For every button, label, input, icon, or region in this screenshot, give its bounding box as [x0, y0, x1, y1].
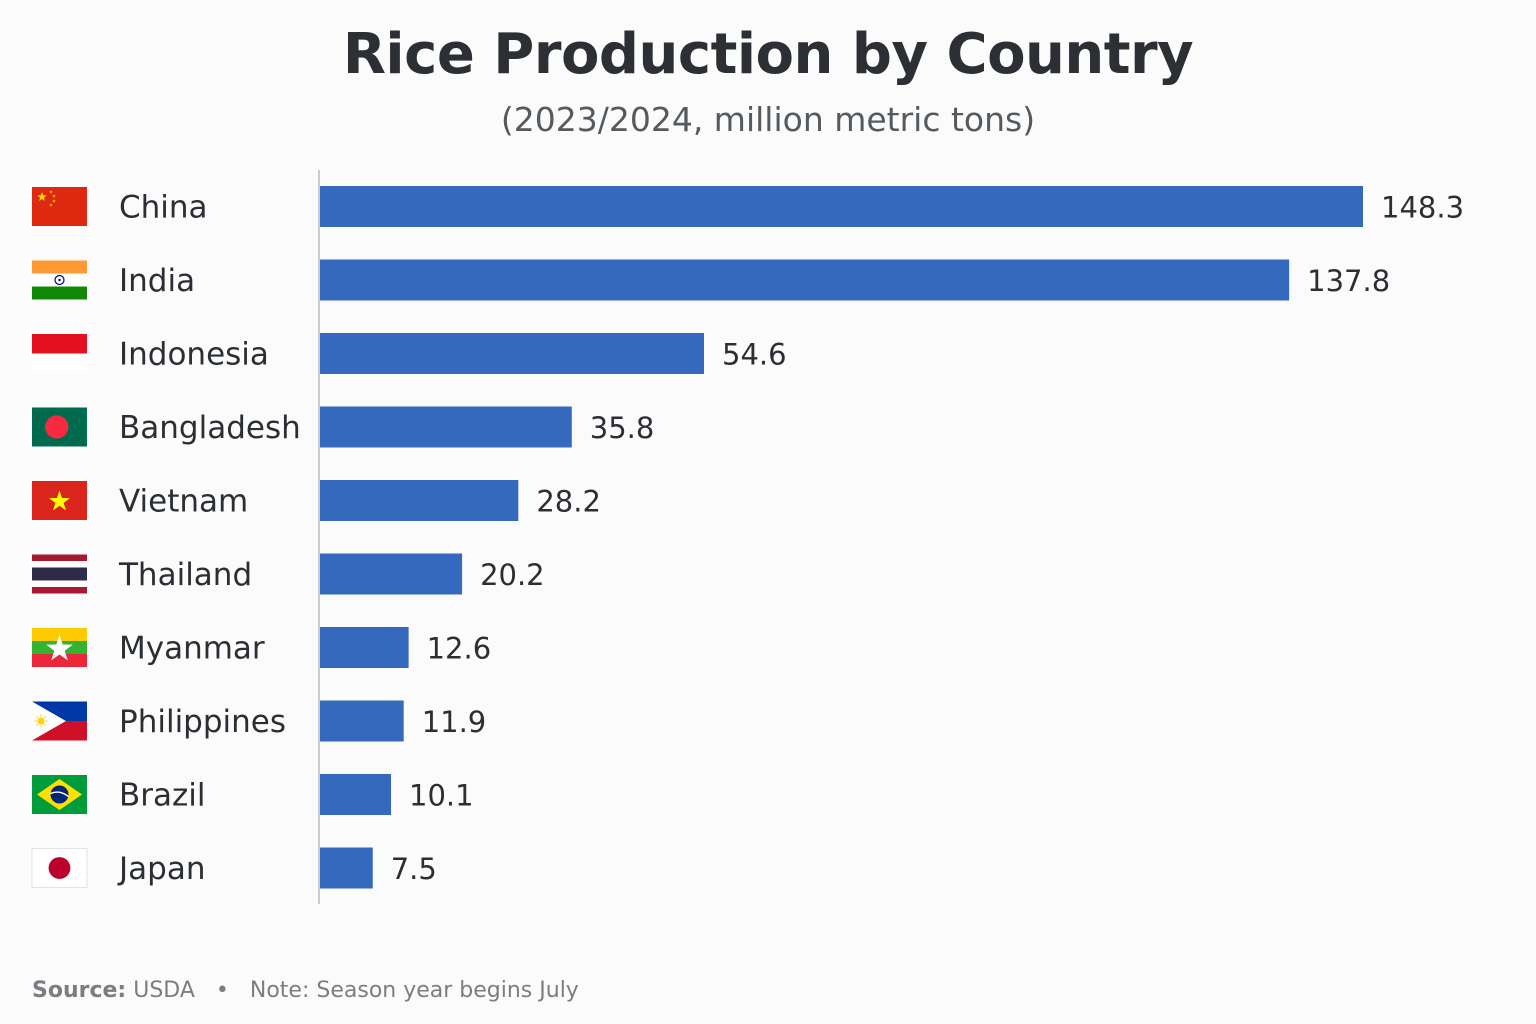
category-label-philippines: Philippines	[119, 704, 286, 740]
value-label-indonesia: 54.6	[722, 338, 787, 372]
bar-philippines	[320, 700, 404, 742]
category-label-vietnam: Vietnam	[119, 484, 248, 520]
bar-india	[320, 259, 1290, 301]
value-label-bangladesh: 35.8	[590, 411, 655, 445]
china-flag-icon	[32, 187, 87, 226]
bar-bangladesh	[320, 406, 572, 448]
value-label-india: 137.8	[1307, 264, 1390, 298]
philippines-flag-icon	[32, 701, 87, 741]
value-label-philippines: 11.9	[422, 705, 487, 739]
value-label-brazil: 10.1	[409, 779, 474, 813]
source-value: USDA	[133, 978, 195, 1003]
bar-brazil	[320, 774, 392, 815]
bangladesh-flag-icon	[32, 407, 87, 447]
chart-title: Rice Production by Country	[342, 22, 1194, 87]
brazil-flag-icon	[32, 775, 87, 814]
chart-subtitle: (2023/2024, million metric tons)	[500, 100, 1036, 139]
japan-flag-icon	[31, 848, 88, 888]
vietnam-flag-icon	[32, 481, 87, 520]
bar-myanmar	[320, 627, 409, 668]
category-label-indonesia: Indonesia	[119, 337, 269, 373]
chart-footer: Source: USDA • Note: Season year begins …	[32, 978, 579, 1003]
bar-indonesia	[320, 333, 705, 374]
footer-note: Note: Season year begins July	[249, 978, 579, 1003]
thailand-flag-icon	[32, 554, 87, 594]
bar-japan	[320, 847, 373, 889]
category-label-brazil: Brazil	[119, 778, 206, 814]
value-label-vietnam: 28.2	[536, 485, 601, 519]
bar-thailand	[320, 553, 463, 595]
bar-vietnam	[320, 480, 519, 521]
category-label-china: China	[119, 190, 208, 226]
category-label-japan: Japan	[117, 851, 205, 887]
category-label-myanmar: Myanmar	[119, 631, 265, 667]
category-label-bangladesh: Bangladesh	[119, 410, 301, 446]
value-label-myanmar: 12.6	[427, 632, 492, 666]
myanmar-flag-icon	[32, 628, 87, 667]
footer-separator: •	[215, 978, 229, 1003]
value-label-japan: 7.5	[391, 852, 437, 886]
category-label-india: India	[119, 263, 195, 299]
bar-chart: China 148.3 India 137.8 Indonesia 54.6 Banglad…	[31, 170, 1464, 904]
category-label-thailand: Thailand	[118, 557, 252, 593]
source-label: Source:	[32, 978, 127, 1003]
indonesia-flag-icon	[32, 334, 87, 373]
india-flag-icon	[32, 260, 87, 300]
value-label-thailand: 20.2	[480, 558, 545, 592]
bar-china	[320, 186, 1363, 227]
value-label-china: 148.3	[1381, 191, 1464, 225]
